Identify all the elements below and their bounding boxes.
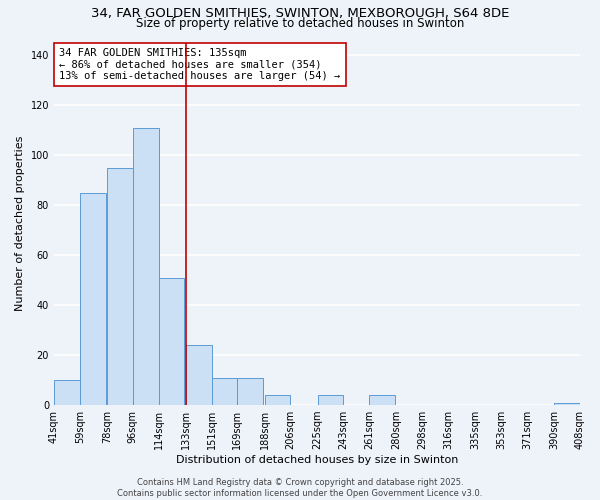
Bar: [158, 278, 184, 405]
Text: Size of property relative to detached houses in Swinton: Size of property relative to detached ho…: [136, 18, 464, 30]
Bar: [212, 378, 238, 405]
Y-axis label: Number of detached properties: Number of detached properties: [15, 136, 25, 312]
Bar: [554, 402, 580, 405]
Bar: [186, 345, 212, 405]
Bar: [238, 378, 263, 405]
Bar: [265, 395, 290, 405]
Bar: [80, 192, 106, 405]
Bar: [369, 395, 395, 405]
Text: Contains HM Land Registry data © Crown copyright and database right 2025.
Contai: Contains HM Land Registry data © Crown c…: [118, 478, 482, 498]
Text: 34 FAR GOLDEN SMITHIES: 135sqm
← 86% of detached houses are smaller (354)
13% of: 34 FAR GOLDEN SMITHIES: 135sqm ← 86% of …: [59, 48, 340, 81]
Bar: [54, 380, 80, 405]
Text: 34, FAR GOLDEN SMITHIES, SWINTON, MEXBOROUGH, S64 8DE: 34, FAR GOLDEN SMITHIES, SWINTON, MEXBOR…: [91, 8, 509, 20]
Bar: [317, 395, 343, 405]
Bar: [107, 168, 133, 405]
X-axis label: Distribution of detached houses by size in Swinton: Distribution of detached houses by size …: [176, 455, 458, 465]
Bar: [133, 128, 158, 405]
